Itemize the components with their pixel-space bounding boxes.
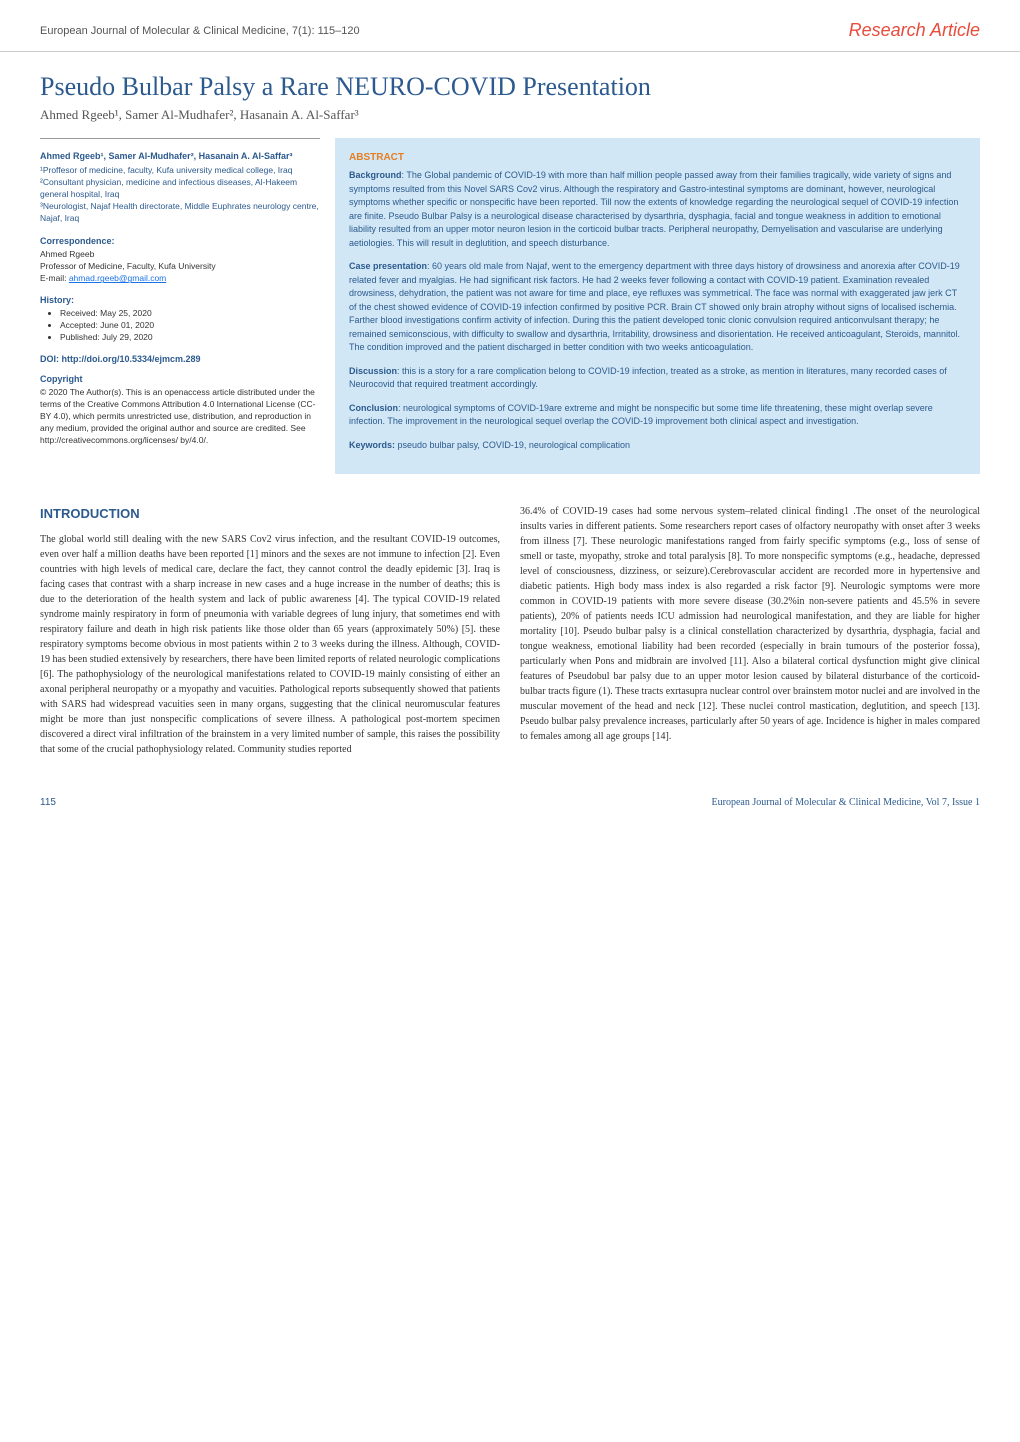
case-text: : 60 years old male from Najaf, went to … bbox=[349, 261, 960, 352]
page-header: European Journal of Molecular & Clinical… bbox=[0, 0, 1020, 52]
doi-label: DOI: http://doi.org/10.5334/ejmcm.289 bbox=[40, 354, 320, 364]
page-number: 115 bbox=[40, 797, 56, 808]
history-item: Published: July 29, 2020 bbox=[60, 332, 320, 342]
authors-line: Ahmed Rgeeb¹, Samer Al-Mudhafer², Hasana… bbox=[40, 107, 980, 123]
article-title: Pseudo Bulbar Palsy a Rare NEURO-COVID P… bbox=[40, 72, 980, 102]
sidebar-authors: Ahmed Rgeeb¹, Samer Al-Mudhafer², Hasana… bbox=[40, 151, 320, 161]
background-label: Background bbox=[349, 170, 402, 180]
abstract-background: Background: The Global pandemic of COVID… bbox=[349, 169, 966, 250]
abstract-keywords: Keywords: pseudo bulbar palsy, COVID-19,… bbox=[349, 439, 966, 453]
abstract-box: ABSTRACT Background: The Global pandemic… bbox=[335, 138, 980, 474]
case-label: Case presentation bbox=[349, 261, 427, 271]
intro-text-right: 36.4% of COVID-19 cases had some nervous… bbox=[520, 504, 980, 744]
affiliations: ¹Proffesor of medicine, faculty, Kufa un… bbox=[40, 165, 320, 224]
background-text: : The Global pandemic of COVID-19 with m… bbox=[349, 170, 958, 248]
history-item: Received: May 25, 2020 bbox=[60, 308, 320, 318]
copyright-text: © 2020 The Author(s). This is an openacc… bbox=[40, 387, 320, 446]
copyright-heading: Copyright bbox=[40, 374, 320, 384]
journal-reference: European Journal of Molecular & Clinical… bbox=[40, 25, 360, 37]
introduction-heading: INTRODUCTION bbox=[40, 504, 500, 524]
conclusion-text: : neurological symptoms of COVID-19are e… bbox=[349, 403, 933, 427]
keywords-text: pseudo bulbar palsy, COVID-19, neurologi… bbox=[395, 440, 630, 450]
history-list: Received: May 25, 2020 Accepted: June 01… bbox=[40, 308, 320, 342]
correspondence-email-link[interactable]: ahmad.rgeeb@gmail.com bbox=[69, 273, 166, 283]
history-heading: History: bbox=[40, 295, 320, 305]
keywords-label: Keywords: bbox=[349, 440, 395, 450]
upper-content: Ahmed Rgeeb¹, Samer Al-Mudhafer², Hasana… bbox=[0, 128, 1020, 494]
correspondence-title: Professor of Medicine, Faculty, Kufa Uni… bbox=[40, 261, 320, 273]
correspondence-email-line: E-mail: ahmad.rgeeb@gmail.com bbox=[40, 273, 320, 285]
intro-column-right: 36.4% of COVID-19 cases had some nervous… bbox=[520, 504, 980, 757]
intro-text-left: The global world still dealing with the … bbox=[40, 532, 500, 757]
correspondence-heading: Correspondence: bbox=[40, 236, 320, 246]
intro-column-left: INTRODUCTION The global world still deal… bbox=[40, 504, 500, 757]
abstract-case: Case presentation: 60 years old male fro… bbox=[349, 260, 966, 355]
introduction-section: INTRODUCTION The global world still deal… bbox=[0, 494, 1020, 787]
abstract-discussion: Discussion: this is a story for a rare c… bbox=[349, 365, 966, 392]
email-label: E-mail: bbox=[40, 273, 69, 283]
discussion-label: Discussion bbox=[349, 366, 397, 376]
discussion-text: : this is a story for a rare complicatio… bbox=[349, 366, 947, 390]
title-block: Pseudo Bulbar Palsy a Rare NEURO-COVID P… bbox=[0, 52, 1020, 128]
footer-journal: European Journal of Molecular & Clinical… bbox=[712, 797, 980, 808]
history-item: Accepted: June 01, 2020 bbox=[60, 320, 320, 330]
correspondence-name: Ahmed Rgeeb bbox=[40, 249, 320, 261]
sidebar: Ahmed Rgeeb¹, Samer Al-Mudhafer², Hasana… bbox=[40, 138, 320, 474]
abstract-conclusion: Conclusion: neurological symptoms of COV… bbox=[349, 402, 966, 429]
abstract-heading: ABSTRACT bbox=[349, 150, 966, 165]
page-footer: 115 European Journal of Molecular & Clin… bbox=[0, 787, 1020, 828]
article-type: Research Article bbox=[849, 20, 980, 41]
conclusion-label: Conclusion bbox=[349, 403, 398, 413]
